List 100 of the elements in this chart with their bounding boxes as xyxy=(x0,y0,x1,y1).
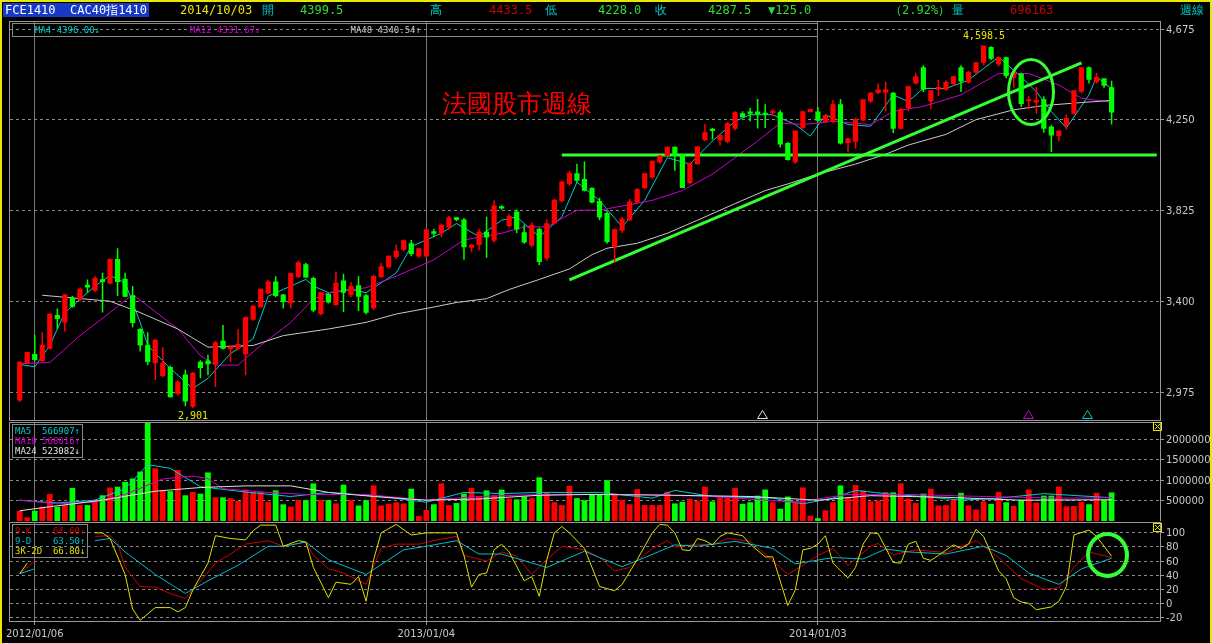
bar xyxy=(31,510,38,521)
bar xyxy=(62,505,68,521)
text: 696163 xyxy=(1010,3,1054,17)
bar xyxy=(747,502,753,521)
candlestick xyxy=(830,99,836,124)
bar xyxy=(302,500,309,521)
candlestick xyxy=(461,217,467,261)
bar xyxy=(988,503,994,521)
candlestick xyxy=(777,109,783,149)
candlestick xyxy=(657,154,663,165)
candlestick xyxy=(581,160,588,193)
candlestick xyxy=(491,199,497,244)
text: 高 xyxy=(430,3,442,17)
text: MA48 4340.54↑ xyxy=(350,25,421,35)
bar xyxy=(943,505,949,521)
bar xyxy=(446,505,452,521)
candlestick xyxy=(1063,113,1069,131)
text: 法國股市週線 xyxy=(441,88,592,118)
series-label: 9-D 63.50↑ xyxy=(15,536,86,546)
candlestick xyxy=(182,369,188,408)
y-tick-label: 100 xyxy=(1166,527,1186,539)
candlestick xyxy=(295,260,301,279)
candlestick xyxy=(258,287,264,309)
bar xyxy=(220,497,226,521)
y-tick-label: 20 xyxy=(1166,583,1179,595)
text: ▼125.0 xyxy=(768,3,812,17)
candlestick xyxy=(393,244,399,260)
candlestick xyxy=(566,170,572,187)
bar xyxy=(574,498,580,521)
candlestick xyxy=(1003,56,1009,79)
text: 低 xyxy=(545,3,557,17)
candlestick xyxy=(604,209,610,245)
bar xyxy=(39,506,46,521)
candlestick xyxy=(709,127,716,141)
candlestick xyxy=(483,216,490,259)
candlestick xyxy=(227,344,234,363)
candlestick xyxy=(672,145,678,172)
bar xyxy=(174,469,181,521)
candlestick xyxy=(913,72,919,86)
candlestick xyxy=(62,293,68,333)
candlestick xyxy=(574,162,580,184)
candlestick xyxy=(288,271,294,310)
text: 2014/10/03 xyxy=(180,3,253,17)
candlestick xyxy=(815,106,821,123)
bar xyxy=(1101,499,1107,521)
candlestick xyxy=(596,197,603,221)
candlestick xyxy=(724,121,731,145)
candlestick xyxy=(732,110,738,132)
bar xyxy=(159,489,166,521)
candlestick xyxy=(145,331,151,366)
bar xyxy=(792,501,799,521)
candlestick xyxy=(822,113,829,124)
bar xyxy=(348,500,354,521)
candlestick xyxy=(928,89,934,110)
candlestick xyxy=(310,276,316,313)
candlestick xyxy=(220,324,226,351)
candlestick xyxy=(973,61,979,75)
bar xyxy=(430,504,437,521)
bar xyxy=(815,518,821,521)
candlestick xyxy=(943,79,949,92)
bar xyxy=(152,468,159,521)
bar xyxy=(190,492,196,521)
candlestick xyxy=(355,275,362,312)
bar xyxy=(965,505,972,521)
candlestick xyxy=(250,303,256,322)
y-tick-label: 3,825 xyxy=(1166,205,1195,217)
candlestick xyxy=(536,226,542,266)
bar xyxy=(1071,505,1077,521)
bar xyxy=(890,492,897,521)
bar xyxy=(559,505,565,521)
y-tick-label: 1500000 xyxy=(1166,454,1211,466)
candlestick xyxy=(17,360,23,403)
candlestick xyxy=(740,110,746,119)
candlestick xyxy=(408,239,414,258)
candlestick xyxy=(664,145,670,157)
bar xyxy=(777,508,784,521)
candlestick xyxy=(175,379,181,397)
candlestick xyxy=(958,64,964,93)
y-tick-label: 1000000 xyxy=(1166,474,1211,486)
y-tick-label: 0 xyxy=(1166,597,1173,609)
bar xyxy=(604,480,610,521)
candlestick xyxy=(687,161,693,185)
candlestick xyxy=(792,129,798,165)
bar xyxy=(935,505,942,521)
candlestick xyxy=(1071,89,1077,116)
candlestick xyxy=(506,213,512,229)
candlestick xyxy=(371,273,377,311)
bar xyxy=(400,503,407,521)
line-series xyxy=(19,485,1113,512)
y-tick-label: 60 xyxy=(1166,555,1179,567)
candlestick xyxy=(611,228,618,264)
bar xyxy=(1003,502,1010,521)
bar xyxy=(769,502,776,521)
bar xyxy=(1018,499,1025,521)
candlestick xyxy=(694,145,701,166)
text: MA5 566907↑ xyxy=(15,426,81,436)
bar xyxy=(205,472,211,521)
annotation: 2,901 xyxy=(178,410,209,421)
y-tick-label: 2000000 xyxy=(1166,433,1211,445)
candlestick xyxy=(476,228,482,251)
